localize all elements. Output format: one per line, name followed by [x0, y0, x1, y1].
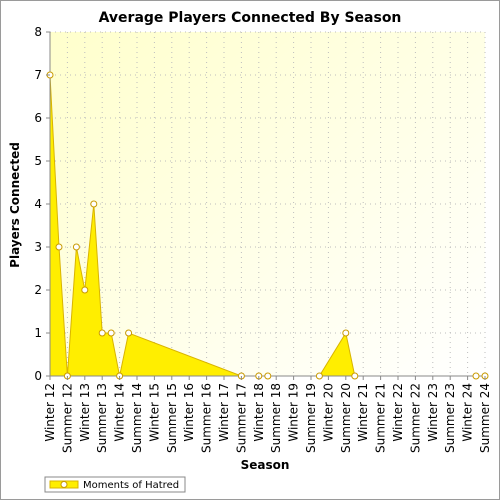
legend-label: Moments of Hatred [83, 480, 179, 491]
legend: Moments of Hatred [44, 476, 186, 493]
data-point [81, 286, 89, 294]
x-tick-label: Summer 19 [304, 383, 318, 453]
x-tick-label: Winter 24 [461, 383, 475, 442]
area-line [49, 74, 485, 377]
y-tick-label: 6 [34, 111, 42, 125]
x-tick-label: Winter 17 [217, 383, 231, 442]
x-tick-label: Winter 18 [252, 383, 266, 442]
x-tick-label: Summer 15 [165, 383, 179, 453]
data-point [107, 329, 115, 337]
x-tick-label: Summer 20 [339, 383, 353, 453]
data-point [125, 329, 133, 337]
x-axis-title: Season [241, 458, 290, 472]
x-tick-label: Summer 16 [200, 383, 214, 453]
x-tick-label: Winter 20 [321, 383, 335, 442]
x-tick-label: Winter 16 [182, 383, 196, 442]
x-tick-label: Summer 12 [60, 383, 74, 453]
legend-box [44, 476, 186, 493]
y-tick-label: 3 [34, 240, 42, 254]
y-tick-label: 4 [34, 197, 42, 211]
x-tick-label: Summer 21 [374, 383, 388, 453]
y-tick-label: 8 [34, 25, 42, 39]
data-point [264, 372, 272, 380]
x-tick-label: Summer 17 [234, 383, 248, 453]
x-tick-label: Winter 22 [391, 383, 405, 442]
data-point [472, 372, 480, 380]
x-tick-label: Summer 18 [269, 383, 283, 453]
x-tick-label: Winter 15 [147, 383, 161, 442]
x-tick-label: Winter 13 [78, 383, 92, 442]
data-point [55, 243, 63, 251]
y-tick-label: 0 [34, 369, 42, 383]
x-tick-label: Summer 14 [130, 383, 144, 453]
data-point [90, 200, 98, 208]
data-point [342, 329, 350, 337]
area-fill [50, 75, 485, 376]
x-tick-label: Winter 23 [426, 383, 440, 442]
plot-area [50, 32, 485, 376]
data-point [351, 372, 359, 380]
x-tick-label: Winter 21 [356, 383, 370, 442]
y-tick-label: 5 [34, 154, 42, 168]
x-tick-label: Summer 23 [443, 383, 457, 453]
legend-marker [60, 481, 68, 488]
x-tick-label: Winter 14 [113, 383, 127, 442]
x-tick-label: Summer 24 [478, 383, 492, 453]
data-point [315, 372, 323, 380]
chart-title: Average Players Connected By Season [99, 10, 402, 26]
x-tick-label: Winter 12 [43, 383, 57, 442]
y-tick-label: 7 [34, 68, 42, 82]
x-tick-label: Summer 22 [408, 383, 422, 453]
x-tick-label: Winter 19 [287, 383, 301, 442]
data-point [72, 243, 80, 251]
data-point [98, 329, 106, 337]
y-tick-label: 1 [34, 326, 42, 340]
y-axis-title: Players Connected [8, 142, 22, 268]
y-tick-label: 2 [34, 283, 42, 297]
x-tick-label: Summer 13 [95, 383, 109, 453]
